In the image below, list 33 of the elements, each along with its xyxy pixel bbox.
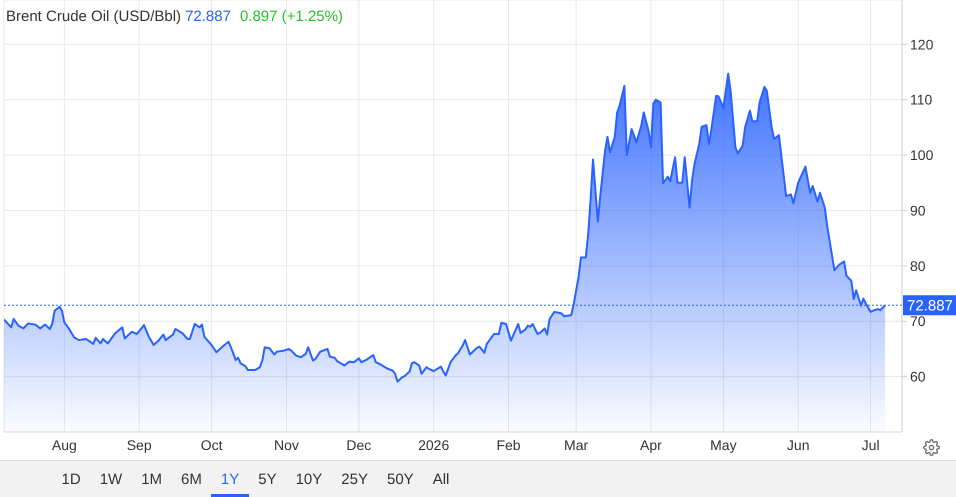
x-tick-label: Sep [126,436,152,453]
range-button[interactable]: 50Y [378,461,424,497]
range-button[interactable]: 25Y [332,461,378,497]
annotation: 72.887 [185,8,231,25]
x-tick-label: Jul [862,436,880,453]
range-button[interactable]: 1W [90,461,132,497]
y-tick-label: 90 [910,202,926,218]
ref-line-label: 72.887 [907,298,953,315]
range-button[interactable]: All [423,461,459,497]
y-tick-label: 60 [910,368,926,385]
y-tick-label: 100 [910,147,934,164]
range-button[interactable]: 6M [172,461,212,497]
range-button[interactable]: 1Y [211,461,249,497]
text: Brent Crude Oil (USD/Bbl) [6,8,182,25]
y-tick-label: 70 [910,313,926,330]
x-tick-label: Feb [496,436,521,453]
x-tick-label: Mar [564,436,588,453]
annotation: 0.897 (+1.25%) [240,8,343,25]
y-tick-label: 80 [910,258,926,274]
x-tick-label: Dec [346,436,372,453]
range-button[interactable]: 1D [52,461,90,497]
x-tick-label: 2026 [418,436,450,453]
x-tick-label: Apr [640,436,662,453]
x-tick-label: Aug [52,436,77,453]
range-button[interactable]: 1M [132,461,172,497]
x-tick-label: Jun [786,436,810,453]
range-button[interactable]: 10Y [286,461,332,497]
range-button[interactable]: 5Y [248,461,286,497]
x-tick-label: Oct [200,436,223,453]
x-tick-label: May [710,436,737,453]
y-tick-label: 120 [910,36,934,52]
y-tick-label: 110 [910,92,933,108]
x-tick-label: Nov [274,436,299,453]
